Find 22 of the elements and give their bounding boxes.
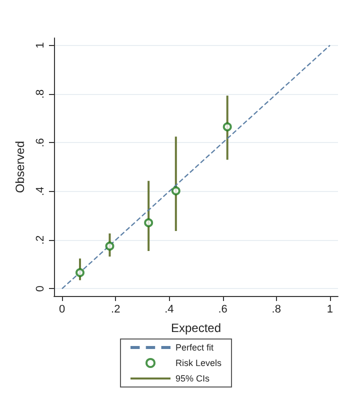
text: 95% CIs bbox=[175, 374, 210, 384]
legend-label: Risk Levels bbox=[175, 358, 222, 368]
point bbox=[171, 186, 180, 196]
point bbox=[222, 122, 232, 132]
x-tick-label: 1 bbox=[326, 304, 334, 316]
legend-label: Perfect fit bbox=[175, 342, 214, 352]
x-tick-label: .4 bbox=[164, 304, 174, 316]
y-tick-label: 1 bbox=[34, 42, 46, 48]
x-axis-title: Expected bbox=[170, 321, 222, 335]
y-axis-title: Observed bbox=[13, 140, 27, 194]
x-tick-label: 0 bbox=[58, 304, 66, 316]
y-tick-label: .4 bbox=[34, 186, 46, 196]
y-tick-label: .2 bbox=[34, 235, 46, 245]
point bbox=[105, 242, 114, 251]
y-tick-label: .8 bbox=[34, 89, 46, 99]
y-tick-label: 0 bbox=[34, 286, 46, 292]
point bbox=[75, 268, 84, 278]
x-tick-label: .6 bbox=[218, 304, 228, 316]
y-tick-label: .6 bbox=[34, 138, 46, 148]
x-tick-label: .2 bbox=[111, 304, 120, 316]
x-tick-label: .8 bbox=[272, 304, 281, 316]
point bbox=[144, 218, 154, 228]
